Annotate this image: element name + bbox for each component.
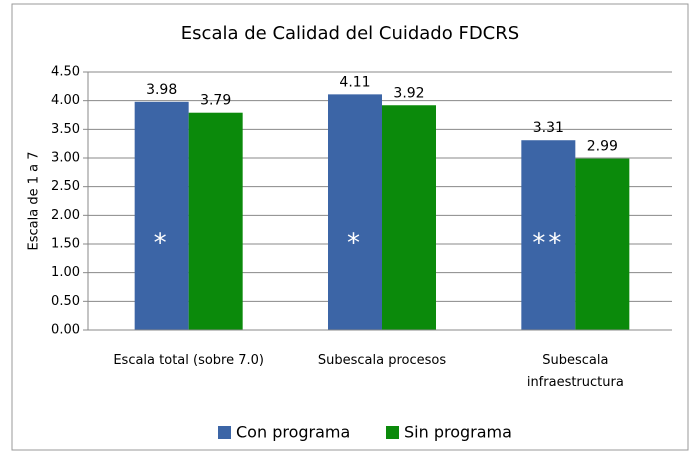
bar [521,140,576,330]
data-label: 3.79 [200,93,231,109]
legend-label: Con programa [236,423,350,442]
legend-label: Sin programa [404,423,512,442]
data-label: 4.11 [339,74,370,90]
annotation: * [154,229,170,259]
data-label: 3.92 [393,85,424,101]
x-tick-label: Subescala procesos [317,353,447,368]
chart-title: Escala de Calidad del Cuidado FDCRS [181,23,519,44]
y-tick-label: 4.50 [51,65,80,80]
annotation: * [347,229,363,259]
data-label: 2.99 [587,139,618,155]
annotation: ** [532,229,564,259]
bar [382,105,436,331]
bar [188,112,243,330]
y-tick-label: 0.50 [51,294,80,309]
bar [134,101,189,331]
data-label: 3.98 [146,82,177,98]
y-tick-label: 4.00 [51,93,80,108]
y-tick-label: 1.00 [51,265,80,280]
y-tick-label: 1.50 [51,237,80,252]
data-label: 3.31 [533,120,564,136]
y-tick-label: 3.00 [51,151,80,166]
legend-swatch [386,426,399,439]
bar [328,94,382,330]
y-tick-label: 3.50 [51,122,80,137]
bar [575,158,630,330]
y-tick-label: 0.00 [51,323,80,338]
y-tick-label: 2.00 [51,208,80,223]
legend-swatch [218,426,231,439]
y-tick-label: 2.50 [51,179,80,194]
x-tick-label: Escala total (sobre 7.0) [113,353,264,368]
chart-border [11,3,689,451]
x-tick-label: Subescala infraestructura [526,353,624,390]
y-axis-label: Escala de 1 a 7 [27,152,42,251]
